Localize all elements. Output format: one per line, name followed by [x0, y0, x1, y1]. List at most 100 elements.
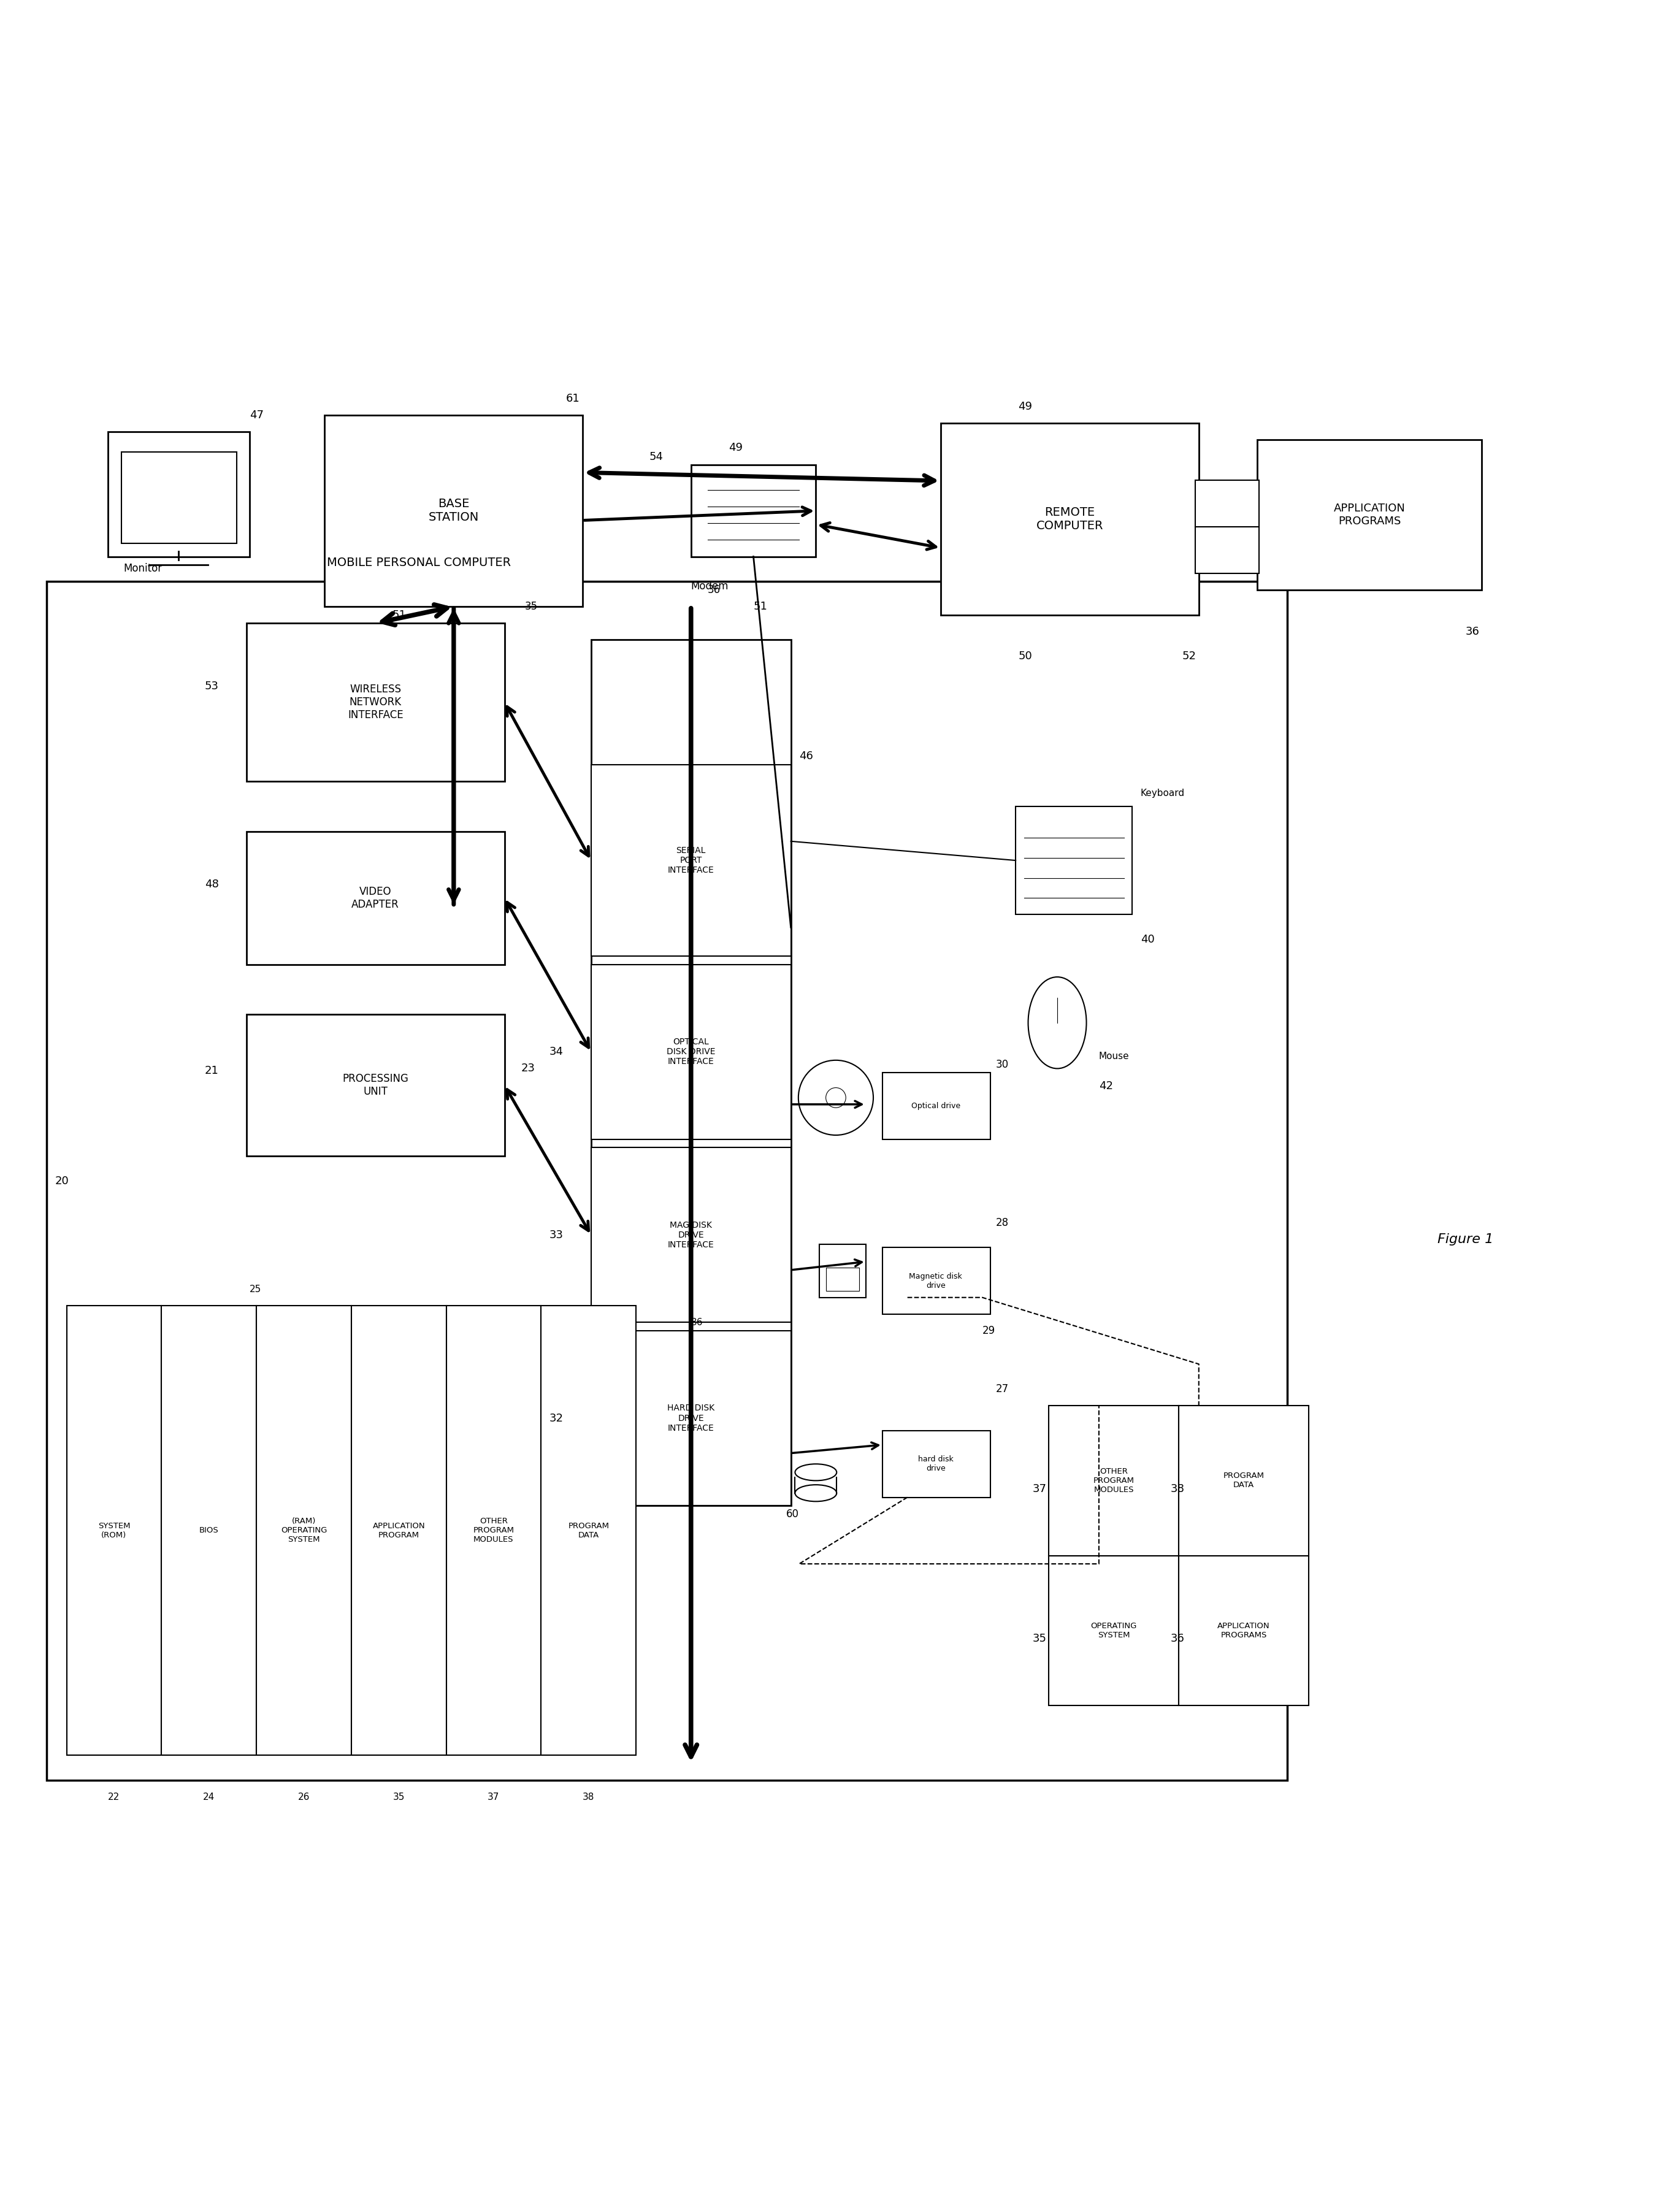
Text: APPLICATION
PROGRAMS: APPLICATION PROGRAMS: [1334, 502, 1405, 526]
Text: 36: 36: [1465, 626, 1479, 637]
Text: 49: 49: [1017, 400, 1032, 411]
Text: 38: 38: [1170, 1484, 1184, 1495]
FancyBboxPatch shape: [351, 1305, 446, 1756]
Text: 51: 51: [391, 608, 406, 619]
Text: 51: 51: [753, 602, 768, 613]
Text: 36: 36: [691, 1318, 703, 1327]
Text: HARD DISK
DRIVE
INTERFACE: HARD DISK DRIVE INTERFACE: [668, 1405, 714, 1433]
FancyBboxPatch shape: [591, 639, 791, 1506]
FancyBboxPatch shape: [591, 1332, 791, 1506]
Text: 36: 36: [708, 584, 721, 595]
FancyBboxPatch shape: [1195, 480, 1259, 526]
Text: 49: 49: [728, 442, 743, 453]
Text: 48: 48: [205, 878, 218, 889]
Text: 47: 47: [250, 409, 263, 420]
Text: Keyboard: Keyboard: [1141, 787, 1185, 799]
Text: SERIAL
PORT
INTERFACE: SERIAL PORT INTERFACE: [668, 847, 714, 874]
Text: 27: 27: [996, 1382, 1009, 1394]
Text: Mouse: Mouse: [1099, 1051, 1129, 1060]
Text: Magnetic disk
drive: Magnetic disk drive: [909, 1272, 962, 1290]
Text: 50: 50: [1017, 650, 1032, 661]
Text: 21: 21: [205, 1066, 218, 1077]
FancyBboxPatch shape: [246, 832, 504, 964]
FancyBboxPatch shape: [591, 964, 791, 1139]
Text: 20: 20: [55, 1175, 68, 1186]
FancyBboxPatch shape: [108, 431, 250, 557]
FancyBboxPatch shape: [826, 1267, 859, 1292]
FancyBboxPatch shape: [882, 1073, 991, 1139]
Text: MOBILE PERSONAL COMPUTER: MOBILE PERSONAL COMPUTER: [326, 557, 511, 568]
FancyBboxPatch shape: [882, 1248, 991, 1314]
Text: APPLICATION
PROGRAM: APPLICATION PROGRAM: [373, 1522, 425, 1540]
Text: hard disk
drive: hard disk drive: [917, 1455, 954, 1473]
Text: 32: 32: [549, 1413, 563, 1425]
Text: Monitor: Monitor: [123, 562, 162, 573]
Text: 22: 22: [108, 1792, 120, 1801]
Text: 26: 26: [298, 1792, 310, 1801]
Ellipse shape: [1029, 978, 1087, 1068]
FancyBboxPatch shape: [1016, 807, 1132, 914]
Text: 24: 24: [203, 1792, 215, 1801]
FancyBboxPatch shape: [691, 465, 816, 557]
FancyBboxPatch shape: [1049, 1405, 1179, 1555]
Text: (RAM)
OPERATING
SYSTEM: (RAM) OPERATING SYSTEM: [281, 1517, 326, 1544]
FancyBboxPatch shape: [67, 1305, 162, 1756]
FancyBboxPatch shape: [591, 1148, 791, 1323]
Text: OPERATING
SYSTEM: OPERATING SYSTEM: [1091, 1621, 1137, 1639]
Text: REMOTE
COMPUTER: REMOTE COMPUTER: [1036, 507, 1104, 531]
FancyBboxPatch shape: [591, 765, 791, 956]
Text: 36: 36: [1170, 1632, 1184, 1644]
Text: 23: 23: [521, 1064, 534, 1075]
Text: 35: 35: [1032, 1632, 1046, 1644]
Text: 46: 46: [799, 750, 813, 761]
Text: 33: 33: [549, 1230, 563, 1241]
Ellipse shape: [796, 1484, 837, 1502]
FancyBboxPatch shape: [541, 1305, 636, 1756]
Text: Modem: Modem: [691, 582, 729, 593]
Text: 35: 35: [524, 602, 538, 613]
FancyBboxPatch shape: [246, 1015, 504, 1157]
Text: 61: 61: [566, 394, 579, 405]
Text: 40: 40: [1141, 933, 1154, 945]
Text: OTHER
PROGRAM
MODULES: OTHER PROGRAM MODULES: [473, 1517, 514, 1544]
Text: PROGRAM
DATA: PROGRAM DATA: [568, 1522, 609, 1540]
FancyBboxPatch shape: [1049, 1555, 1179, 1705]
Text: WIRELESS
NETWORK
INTERFACE: WIRELESS NETWORK INTERFACE: [348, 684, 403, 721]
Text: Optical drive: Optical drive: [911, 1102, 961, 1110]
Text: APPLICATION
PROGRAMS: APPLICATION PROGRAMS: [1217, 1621, 1270, 1639]
Text: 25: 25: [250, 1285, 261, 1294]
Text: 42: 42: [1099, 1079, 1112, 1091]
FancyBboxPatch shape: [246, 624, 504, 781]
Text: 54: 54: [649, 451, 663, 462]
FancyBboxPatch shape: [941, 422, 1199, 615]
FancyBboxPatch shape: [1179, 1555, 1309, 1705]
Text: 53: 53: [205, 681, 218, 692]
Text: 37: 37: [1032, 1484, 1046, 1495]
Text: BIOS: BIOS: [200, 1526, 218, 1535]
FancyBboxPatch shape: [1257, 440, 1482, 591]
Ellipse shape: [796, 1464, 837, 1480]
Text: VIDEO
ADAPTER: VIDEO ADAPTER: [351, 887, 400, 909]
Text: 30: 30: [996, 1060, 1009, 1071]
Text: 28: 28: [996, 1217, 1009, 1228]
FancyBboxPatch shape: [882, 1431, 991, 1498]
Text: OPTICAL
DISK DRIVE
INTERFACE: OPTICAL DISK DRIVE INTERFACE: [666, 1037, 716, 1066]
Text: 52: 52: [1182, 650, 1195, 661]
FancyBboxPatch shape: [1179, 1405, 1309, 1555]
Text: 35: 35: [393, 1792, 405, 1801]
Text: SYSTEM
(ROM): SYSTEM (ROM): [98, 1522, 130, 1540]
Text: OTHER
PROGRAM
MODULES: OTHER PROGRAM MODULES: [1094, 1467, 1134, 1493]
Text: PROGRAM
DATA: PROGRAM DATA: [1224, 1471, 1264, 1489]
FancyBboxPatch shape: [819, 1243, 866, 1298]
FancyBboxPatch shape: [162, 1305, 256, 1756]
Text: PROCESSING
UNIT: PROCESSING UNIT: [343, 1073, 408, 1097]
Text: 60: 60: [786, 1509, 799, 1520]
Ellipse shape: [799, 1060, 874, 1135]
Text: 34: 34: [549, 1046, 563, 1057]
Text: 37: 37: [488, 1792, 500, 1801]
FancyBboxPatch shape: [1195, 526, 1259, 573]
FancyBboxPatch shape: [446, 1305, 541, 1756]
Text: 29: 29: [982, 1325, 996, 1336]
Text: BASE
STATION: BASE STATION: [428, 498, 480, 524]
FancyBboxPatch shape: [325, 416, 583, 606]
